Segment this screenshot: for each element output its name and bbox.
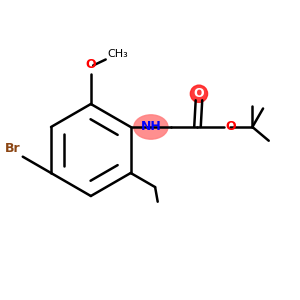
Text: Br: Br: [5, 142, 20, 155]
Text: O: O: [194, 87, 204, 100]
Ellipse shape: [134, 115, 168, 139]
Ellipse shape: [190, 85, 208, 102]
Text: NH: NH: [140, 121, 161, 134]
Text: CH₃: CH₃: [108, 49, 128, 59]
Text: O: O: [85, 58, 96, 71]
Text: O: O: [226, 121, 236, 134]
